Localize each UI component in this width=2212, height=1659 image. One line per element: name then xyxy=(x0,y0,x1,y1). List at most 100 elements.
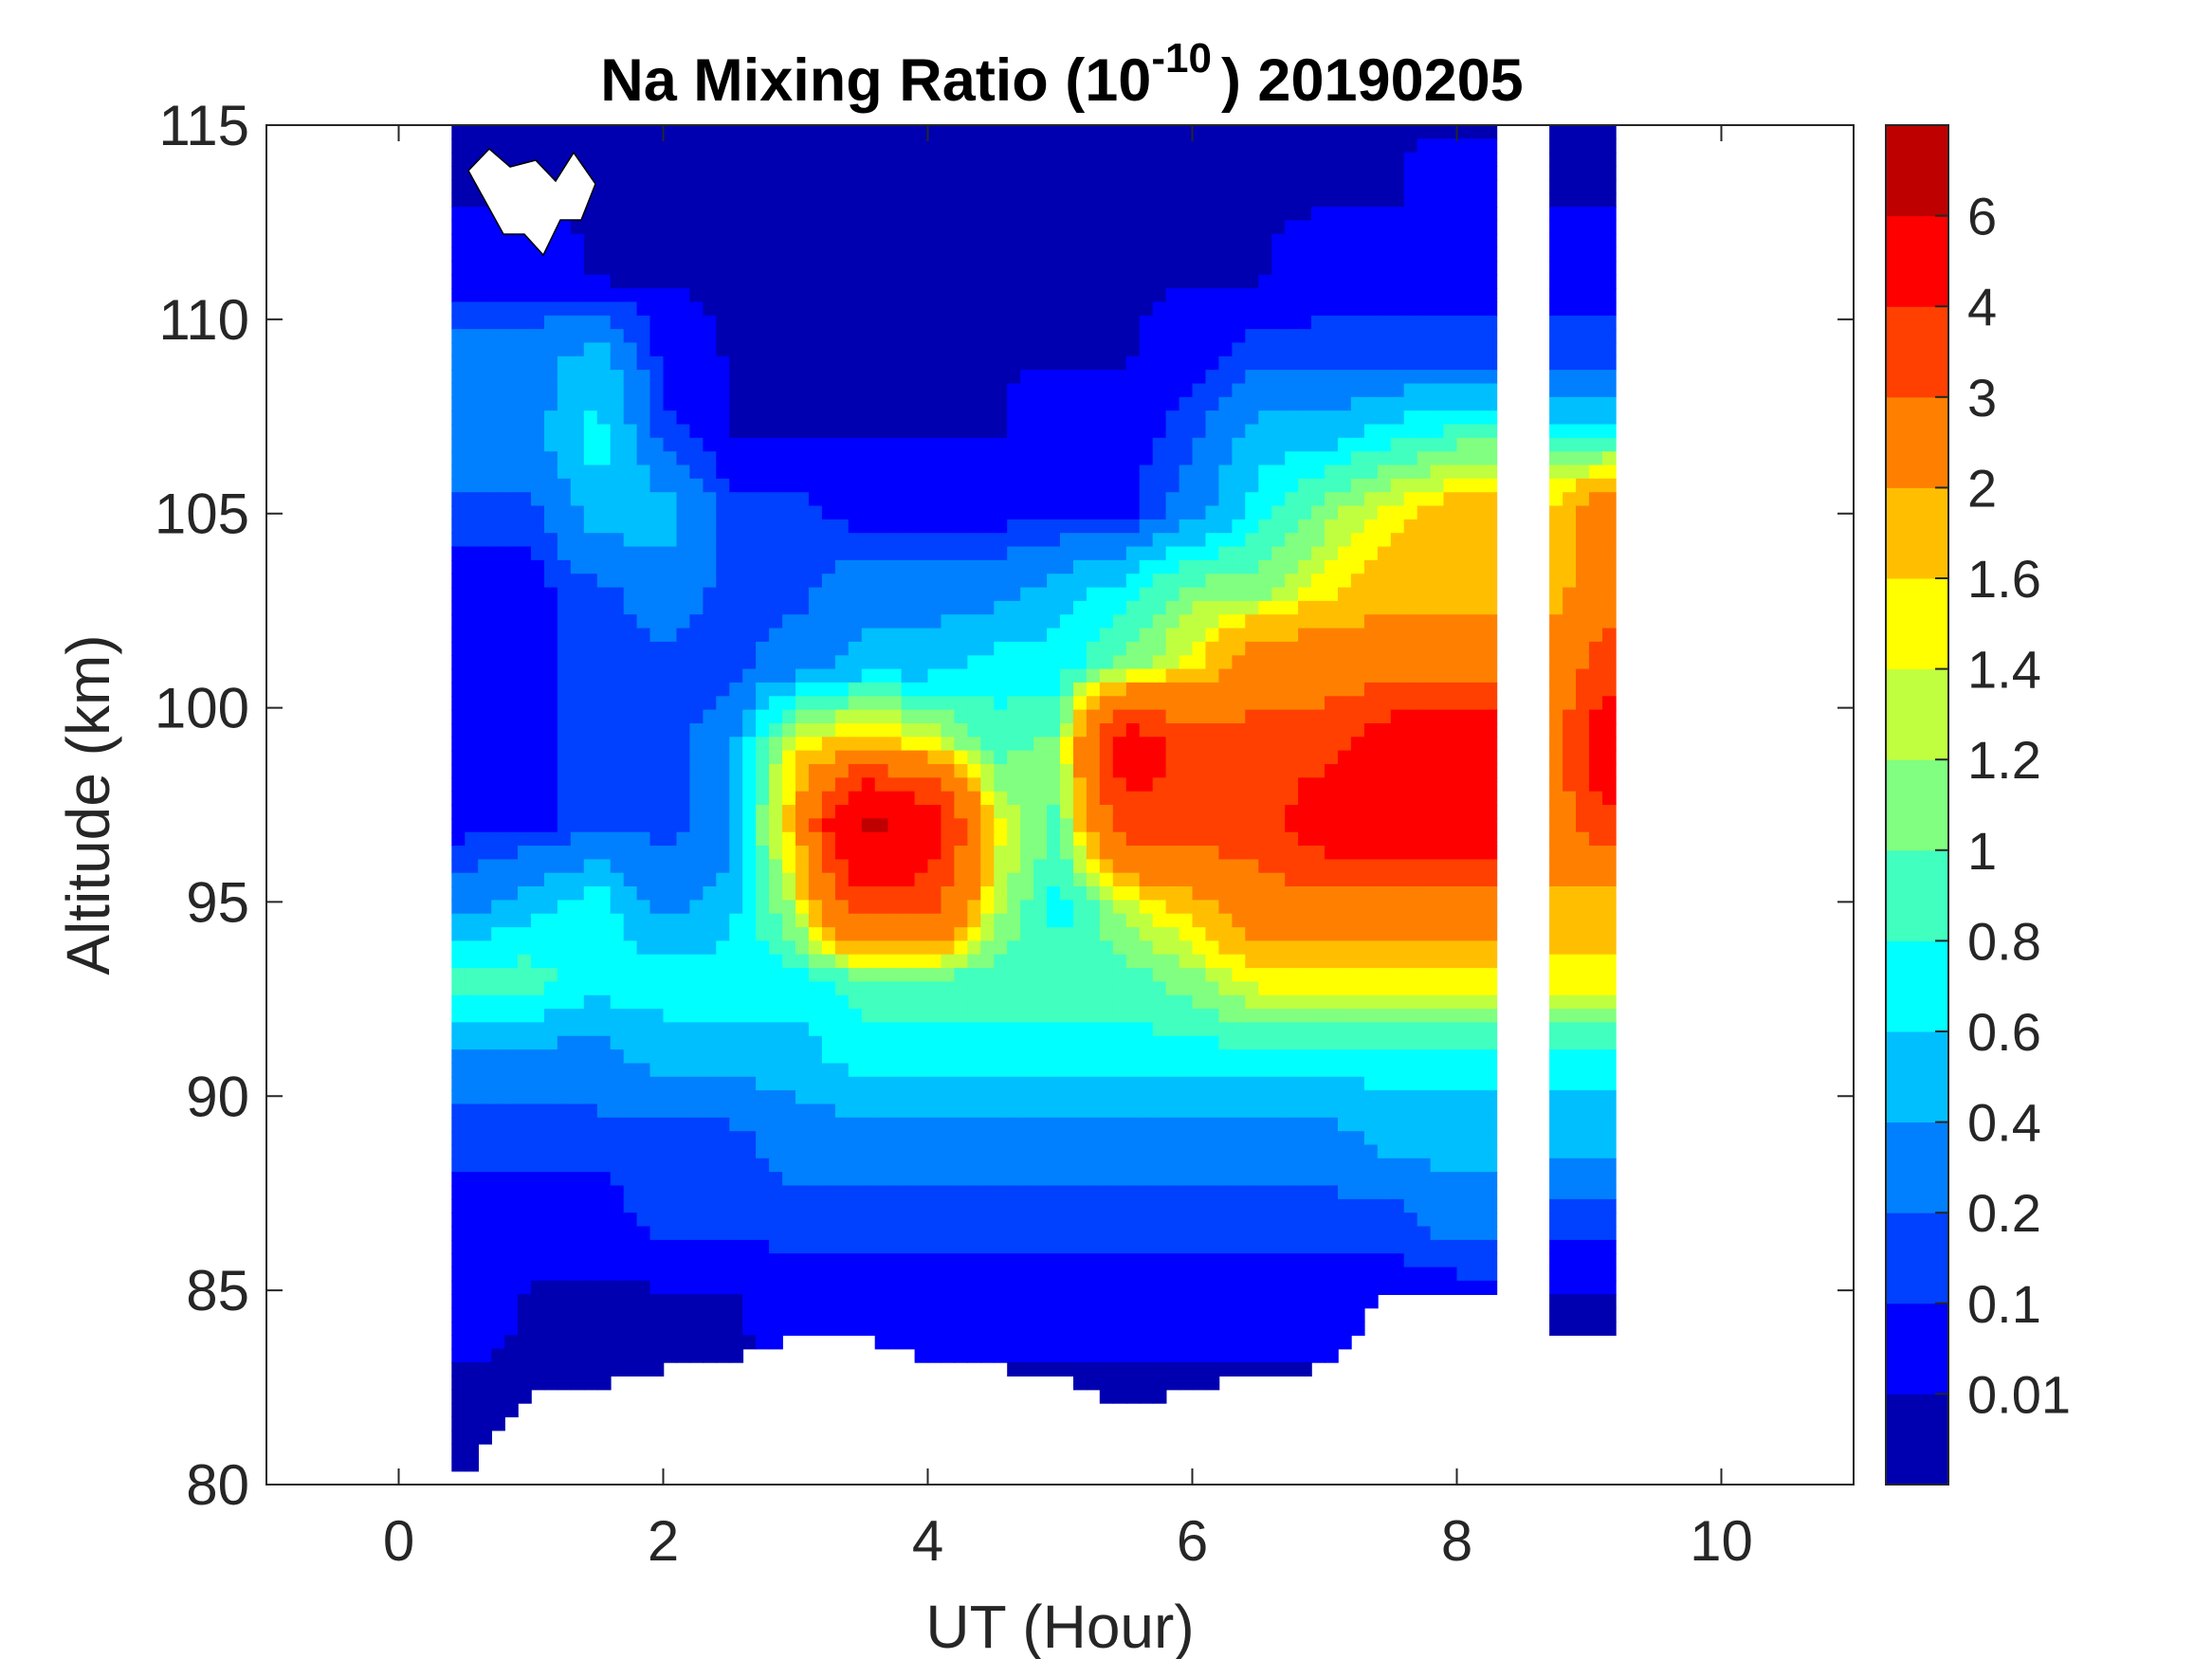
contour-cell xyxy=(663,818,678,833)
contour-cell xyxy=(861,805,876,820)
contour-cell xyxy=(1099,614,1114,629)
contour-cell xyxy=(636,1267,651,1282)
contour-cell xyxy=(941,994,956,1010)
contour-cell xyxy=(954,791,969,806)
contour-cell xyxy=(716,370,731,385)
contour-cell xyxy=(967,288,982,303)
contour-cell xyxy=(941,166,956,181)
contour-cell xyxy=(1112,533,1127,548)
contour-cell xyxy=(769,1267,783,1282)
contour-cell xyxy=(465,1253,479,1268)
contour-cell xyxy=(1007,1063,1021,1078)
contour-cell xyxy=(518,1063,532,1078)
contour-cell xyxy=(729,1335,744,1350)
contour-cell xyxy=(531,1035,545,1050)
contour-cell xyxy=(756,220,770,235)
contour-cell xyxy=(1112,274,1127,289)
contour-cell xyxy=(848,1090,863,1105)
contour-cell xyxy=(1033,641,1048,656)
contour-cell xyxy=(927,138,942,154)
contour-cell xyxy=(769,261,783,276)
contour-cell xyxy=(901,1063,916,1078)
contour-cell xyxy=(636,329,651,344)
contour-cell xyxy=(663,723,678,738)
contour-cell xyxy=(1033,166,1048,181)
contour-cell xyxy=(623,1267,638,1282)
contour-cell xyxy=(901,192,916,208)
contour-cell xyxy=(954,968,969,983)
contour-cell xyxy=(1099,1144,1114,1159)
contour-cell xyxy=(914,274,929,289)
contour-cell xyxy=(1047,396,1061,411)
contour-cell xyxy=(1152,1226,1167,1241)
contour-cell xyxy=(1033,1267,1048,1282)
contour-cell xyxy=(782,1185,796,1200)
contour-cell xyxy=(1125,370,1141,385)
contour-cell xyxy=(1060,261,1074,276)
contour-cell xyxy=(689,166,704,181)
contour-cell xyxy=(914,641,929,656)
contour-cell xyxy=(756,152,770,167)
contour-cell xyxy=(544,1267,558,1282)
contour-cell xyxy=(782,1158,796,1173)
contour-cell xyxy=(848,342,863,357)
contour-cell xyxy=(557,533,572,548)
contour-cell xyxy=(1099,682,1114,697)
contour-cell xyxy=(1086,1239,1101,1254)
contour-cell xyxy=(756,261,770,276)
contour-cell xyxy=(1020,1158,1034,1173)
contour-cell xyxy=(1047,574,1061,589)
contour-cell xyxy=(1047,451,1061,466)
contour-cell xyxy=(1020,342,1034,357)
contour-cell xyxy=(769,356,783,371)
contour-cell xyxy=(1047,546,1061,561)
contour-cell xyxy=(1033,1212,1048,1228)
contour-cell xyxy=(914,125,929,140)
contour-cell xyxy=(887,1280,903,1295)
contour-cell xyxy=(994,981,1009,996)
contour-cell xyxy=(834,424,850,439)
contour-cell xyxy=(1020,913,1034,928)
contour-cell xyxy=(808,1144,823,1159)
contour-cell xyxy=(451,1226,466,1241)
contour-cell xyxy=(769,166,783,181)
contour-cell xyxy=(531,478,545,493)
contour-cell xyxy=(769,574,783,589)
contour-cell xyxy=(451,1131,466,1146)
contour-cell xyxy=(1060,859,1074,874)
contour-cell xyxy=(1125,207,1141,222)
contour-cell xyxy=(941,628,956,643)
contour-cell xyxy=(478,1185,492,1200)
contour-cell xyxy=(927,777,942,793)
contour-cell xyxy=(1033,1131,1048,1146)
contour-cell xyxy=(636,1239,651,1254)
contour-cell xyxy=(742,1131,757,1146)
contour-cell xyxy=(848,1049,863,1065)
contour-cell xyxy=(570,696,585,711)
contour-cell xyxy=(967,1348,982,1363)
contour-cell xyxy=(834,166,850,181)
contour-cell xyxy=(1086,1321,1101,1336)
contour-cell xyxy=(927,655,942,670)
contour-cell xyxy=(874,1307,889,1322)
contour-cell xyxy=(1112,1212,1127,1228)
contour-cell xyxy=(1112,913,1127,928)
contour-cell xyxy=(451,1103,466,1119)
contour-cell xyxy=(1073,954,1088,969)
contour-cell xyxy=(795,723,810,738)
contour-cell xyxy=(1152,859,1167,874)
contour-cell xyxy=(478,370,492,385)
contour-cell xyxy=(504,913,519,928)
contour-cell xyxy=(927,846,942,861)
contour-cell xyxy=(901,872,916,887)
contour-cell xyxy=(451,777,466,793)
contour-cell xyxy=(769,872,783,887)
contour-cell xyxy=(821,927,836,942)
contour-cell xyxy=(544,1253,558,1268)
contour-cell xyxy=(1047,220,1061,235)
contour-cell xyxy=(808,927,823,942)
contour-cell xyxy=(901,370,916,385)
contour-cell xyxy=(1073,315,1088,330)
contour-cell xyxy=(874,261,889,276)
contour-cell xyxy=(901,1253,916,1268)
